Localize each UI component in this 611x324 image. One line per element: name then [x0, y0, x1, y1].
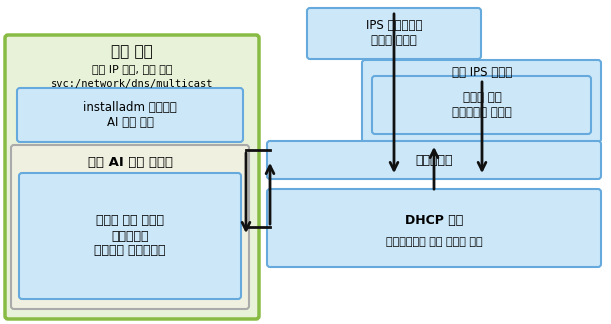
Text: 클라이언트를 설치 서버에 연결: 클라이언트를 설치 서버에 연결	[386, 237, 482, 247]
Text: DHCP 서버: DHCP 서버	[405, 214, 463, 226]
Text: 설치 서버: 설치 서버	[111, 44, 153, 60]
FancyBboxPatch shape	[19, 173, 241, 299]
FancyBboxPatch shape	[267, 189, 601, 267]
FancyBboxPatch shape	[267, 141, 601, 179]
Text: 로컬 IPS 저장소: 로컬 IPS 저장소	[452, 65, 512, 78]
Text: IPS 소프트웨어
패키지 저장소: IPS 소프트웨어 패키지 저장소	[366, 19, 422, 47]
FancyBboxPatch shape	[17, 88, 243, 142]
FancyBboxPatch shape	[5, 35, 259, 319]
FancyBboxPatch shape	[11, 145, 249, 309]
FancyBboxPatch shape	[372, 76, 591, 134]
Text: installadm 패키지의
AI 설치 도구: installadm 패키지의 AI 설치 도구	[83, 101, 177, 129]
FancyBboxPatch shape	[362, 60, 601, 142]
FancyBboxPatch shape	[307, 8, 481, 59]
Text: 정적 IP 주소, 기본 경로: 정적 IP 주소, 기본 경로	[92, 64, 172, 74]
Text: svc:/network/dns/multicast: svc:/network/dns/multicast	[51, 79, 213, 89]
Text: 기본 AI 설치 서비스: 기본 AI 설치 서비스	[87, 156, 172, 168]
Text: 클라이언트: 클라이언트	[415, 154, 453, 167]
Text: 사용자 정의 기본값
클라이언트
프로비전 매니페스트: 사용자 정의 기본값 클라이언트 프로비전 매니페스트	[94, 214, 166, 258]
Text: 첫번째 부트
스크립트로 패키지: 첫번째 부트 스크립트로 패키지	[452, 91, 512, 119]
